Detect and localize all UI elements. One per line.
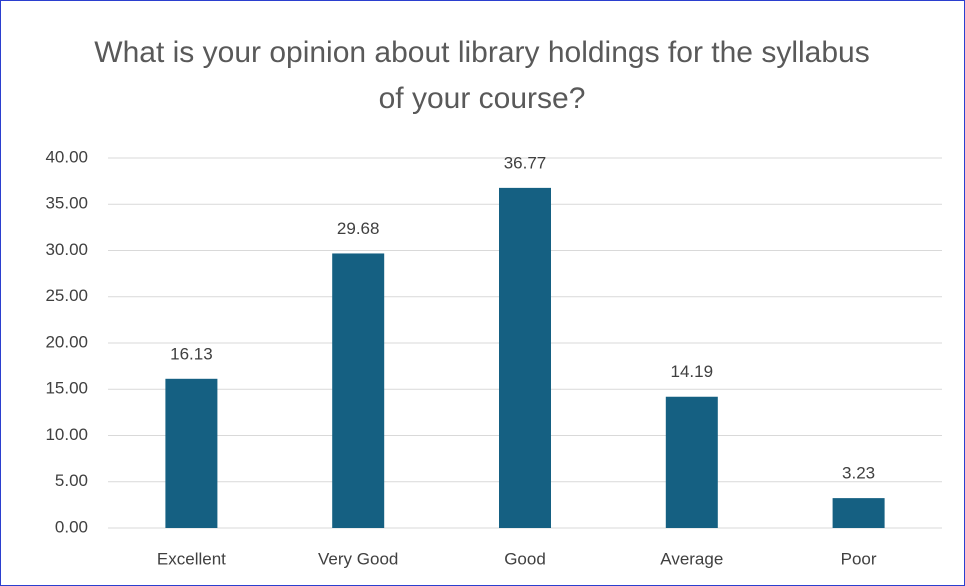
- x-tick-label: Average: [660, 549, 723, 568]
- bar: [332, 253, 385, 528]
- data-label: 29.68: [337, 219, 380, 238]
- data-label: 3.23: [842, 464, 875, 483]
- y-tick-label: 15.00: [45, 379, 88, 398]
- x-tick-label: Very Good: [318, 549, 398, 568]
- y-tick-label: 5.00: [55, 471, 88, 490]
- data-label: 36.77: [504, 153, 547, 172]
- x-tick-label: Good: [504, 549, 546, 568]
- bar: [832, 498, 885, 528]
- y-tick-label: 0.00: [55, 517, 88, 536]
- bar: [165, 378, 218, 528]
- y-tick-label: 30.00: [45, 240, 88, 259]
- x-tick-label: Poor: [841, 549, 877, 568]
- bar: [499, 187, 551, 528]
- y-tick-label: 10.00: [45, 425, 88, 444]
- y-tick-label: 35.00: [45, 194, 88, 213]
- y-tick-label: 20.00: [45, 332, 88, 351]
- y-tick-label: 25.00: [45, 286, 88, 305]
- bar: [665, 396, 718, 528]
- data-label: 14.19: [671, 362, 714, 381]
- y-tick-label: 40.00: [45, 147, 88, 166]
- data-label: 16.13: [170, 344, 213, 363]
- chart-title: What is your opinion about library holdi…: [94, 36, 870, 115]
- x-tick-label: Excellent: [157, 549, 226, 568]
